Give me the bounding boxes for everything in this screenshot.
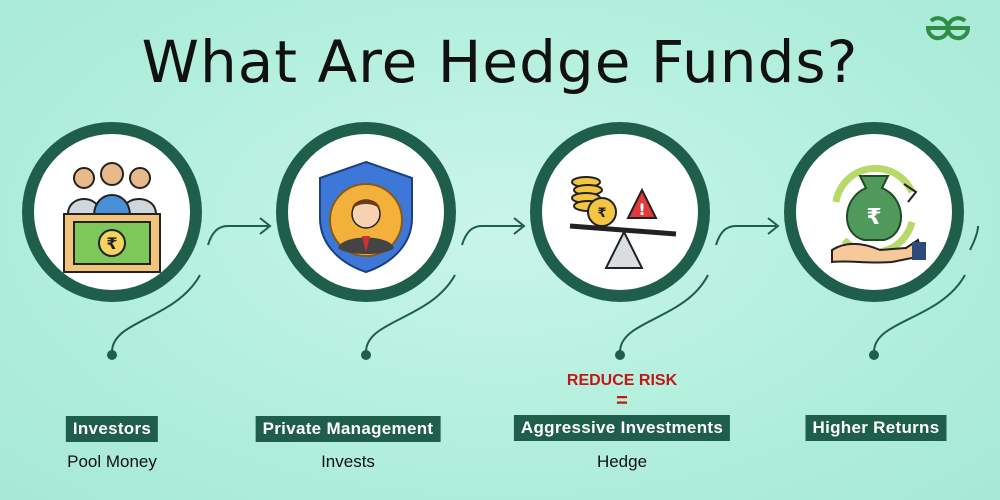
- equals-sign: =: [616, 390, 628, 412]
- connector-1-arrow-line: [207, 225, 268, 246]
- step-label-investors: Investors: [65, 416, 159, 442]
- node-dot-2: [361, 350, 371, 360]
- logo-icon: [925, 16, 971, 41]
- arrowhead-3: [767, 217, 780, 235]
- connector-2: [365, 274, 456, 353]
- reduce-risk-text: REDUCE RISK: [566, 372, 678, 389]
- connector-3-arrow-line: [715, 225, 776, 246]
- step-label-private-management: Private Management: [255, 416, 441, 442]
- step-label-higher-returns: Higher Returns: [805, 415, 947, 441]
- svg-text:₹: ₹: [106, 234, 117, 253]
- step-circle-investors: ₹: [22, 122, 202, 302]
- arrowhead-1: [259, 217, 272, 235]
- money-bag-returns-icon: ₹: [831, 164, 926, 264]
- page-title: What Are Hedge Funds?: [141, 28, 859, 96]
- svg-text:₹: ₹: [866, 205, 881, 230]
- step-circle-private-management: [276, 122, 456, 302]
- node-dot-4: [869, 350, 879, 360]
- risk-balance-icon: ₹ !: [569, 176, 677, 269]
- arrowhead-2: [513, 217, 526, 235]
- svg-text:₹: ₹: [597, 206, 606, 221]
- manager-shield-icon: [319, 160, 413, 274]
- step-circle-aggressive-investments: ₹ !: [530, 122, 710, 302]
- node-dot-3: [615, 350, 625, 360]
- connector-1: [111, 274, 201, 353]
- investors-icon: ₹: [63, 162, 161, 273]
- connector-4: [873, 274, 966, 353]
- connector-2-arrow-line: [461, 225, 522, 246]
- step-circle-higher-returns: ₹: [784, 122, 964, 302]
- step-label-aggressive-investments: Aggressive Investments: [513, 415, 731, 441]
- svg-text:!: !: [638, 200, 645, 219]
- connector-4-tail: [969, 225, 979, 251]
- step-sub-invests: Invests: [321, 452, 375, 471]
- step-sub-hedge: Hedge: [596, 452, 648, 471]
- step-sub-pool-money: Pool Money: [67, 452, 157, 471]
- node-dot-1: [107, 350, 117, 360]
- connector-3: [619, 274, 709, 353]
